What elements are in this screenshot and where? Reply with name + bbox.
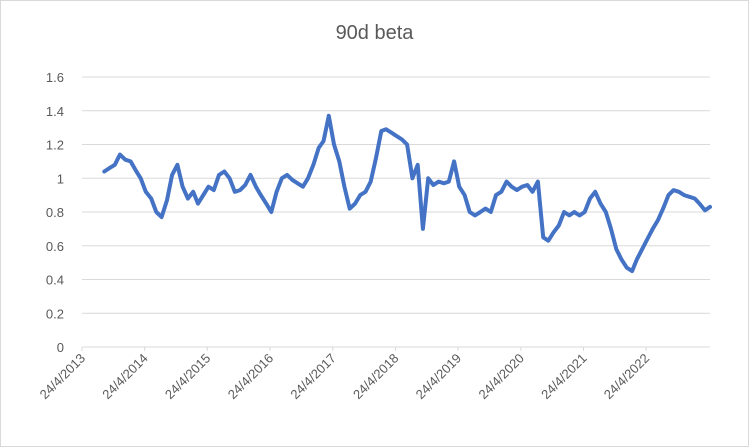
x-tick-label: 24/4/2016 xyxy=(225,351,277,403)
x-axis-ticks: 24/4/2013 24/4/2014 24/4/2015 24/4/2016 24/4… xyxy=(37,347,653,403)
x-tick-label: 24/4/2021 xyxy=(538,351,590,403)
y-tick-label: 0 xyxy=(57,340,64,355)
y-tick-label: 1 xyxy=(57,171,64,186)
y-tick-label: 0.2 xyxy=(46,306,64,321)
y-axis-ticks: 0 0.2 0.4 0.6 0.8 1 1.2 1.4 1.6 xyxy=(46,70,64,355)
series-line xyxy=(102,113,712,274)
y-tick-label: 1.4 xyxy=(46,104,64,119)
y-tick-label: 1.6 xyxy=(46,70,64,85)
y-tick-label: 0.4 xyxy=(46,273,64,288)
chart-title: 90d beta xyxy=(335,22,414,44)
x-tick-label: 24/4/2017 xyxy=(287,351,339,403)
x-tick-label: 24/4/2014 xyxy=(99,351,151,403)
x-tick-label: 24/4/2013 xyxy=(37,351,89,403)
x-tick-label: 24/4/2022 xyxy=(601,351,653,403)
x-tick-label: 24/4/2015 xyxy=(162,351,214,403)
x-tick-label: 24/4/2020 xyxy=(475,351,527,403)
x-tick-label: 24/4/2018 xyxy=(350,351,402,403)
y-tick-label: 0.8 xyxy=(46,205,64,220)
series-group xyxy=(102,113,712,274)
gridlines xyxy=(82,76,710,314)
y-tick-label: 1.2 xyxy=(46,138,64,153)
y-tick-label: 0.6 xyxy=(46,239,64,254)
x-tick-label: 24/4/2019 xyxy=(413,351,465,403)
